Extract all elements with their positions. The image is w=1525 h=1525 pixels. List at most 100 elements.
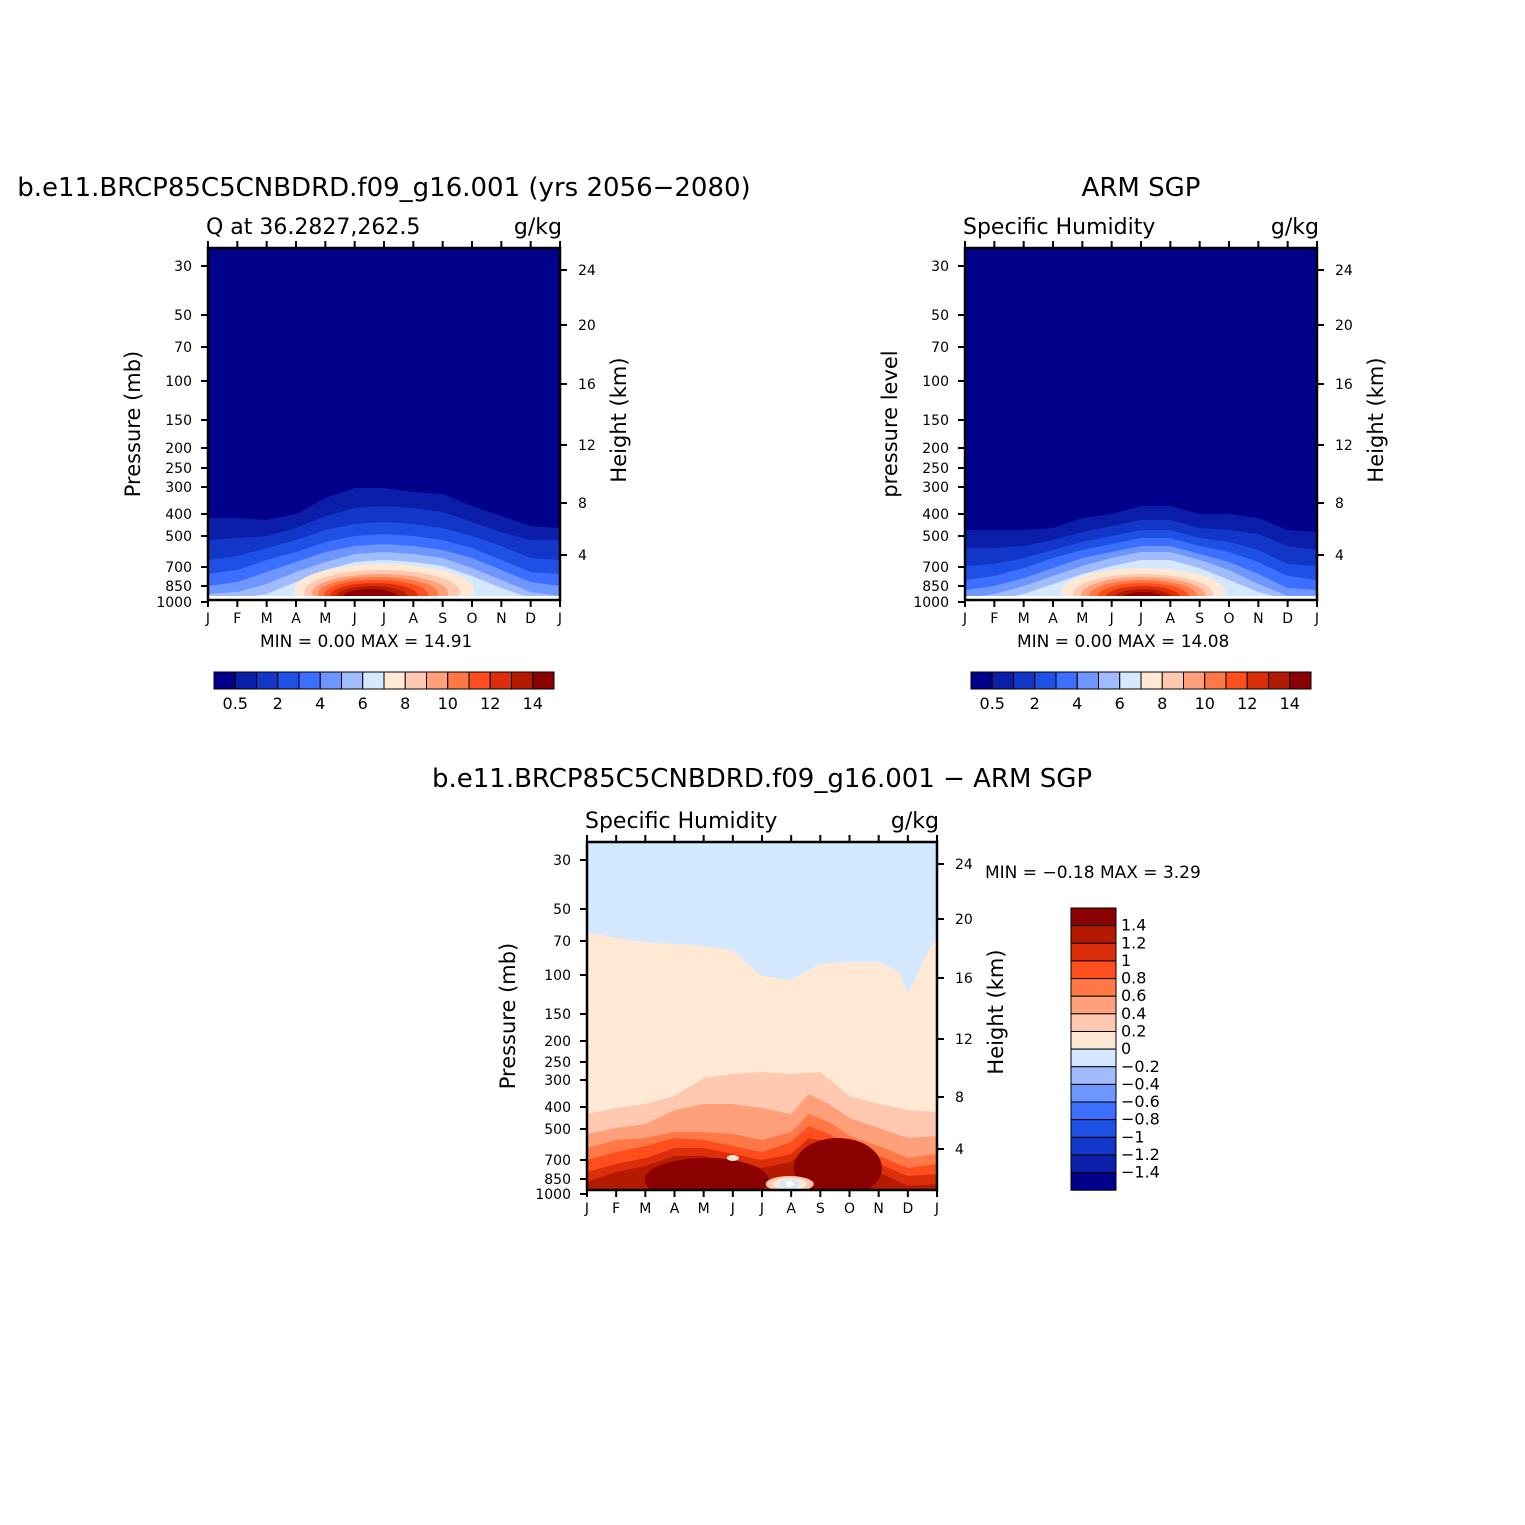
- surface-mask: [965, 596, 1317, 600]
- y-tick-label-6: 250: [544, 1055, 571, 1071]
- colorbar-swatch-1: [991, 671, 1014, 690]
- y2-tick-label-3: 12: [955, 1032, 973, 1048]
- panel-main-title: ARM SGP: [1082, 173, 1201, 203]
- y2-tick-label-5: 4: [578, 548, 587, 564]
- y2-axis-label: Height (km): [607, 357, 631, 482]
- contour-min-hole-d: [785, 1181, 794, 1187]
- x-tick-label-12: J: [557, 611, 562, 627]
- y-tick-label-7: 300: [544, 1073, 571, 1089]
- y-tick-label-0: 30: [931, 259, 949, 275]
- x-tick-label-10: N: [873, 1201, 883, 1217]
- colorbar-swatch-5: [1070, 995, 1117, 1015]
- x-tick-label-0: J: [205, 611, 210, 627]
- colorbar-swatch-2: [256, 671, 279, 690]
- colorbar-swatch-11: [1204, 671, 1227, 690]
- colorbar-label-2: 1: [1121, 951, 1131, 970]
- colorbar-swatch-11: [1070, 1101, 1117, 1121]
- y-tick-label-3: 100: [922, 374, 949, 390]
- y-tick-label-8: 400: [544, 1100, 571, 1116]
- x-tick-label-3: A: [291, 611, 301, 627]
- x-tick-label-9: O: [844, 1201, 855, 1217]
- colorbar-swatch-3: [1034, 671, 1057, 690]
- colorbar-swatch-9: [404, 671, 427, 690]
- colorbar-label-0: 1.4: [1121, 916, 1146, 935]
- y2-tick-label-1: 20: [1335, 318, 1353, 334]
- y-tick-label-4: 150: [922, 413, 949, 429]
- colorbar-swatch-13: [489, 671, 512, 690]
- x-tick-label-7: A: [1166, 611, 1176, 627]
- y-tick-label-12: 1000: [535, 1187, 571, 1203]
- colorbar-swatch-1: [234, 671, 257, 690]
- colorbar-swatch-12: [468, 671, 491, 690]
- y-tick-label-5: 200: [544, 1034, 571, 1050]
- colorbar-label-7: 0: [1121, 1039, 1131, 1058]
- x-tick-label-5: J: [1109, 611, 1114, 627]
- y-tick-label-5: 200: [922, 441, 949, 457]
- colorbar-label-0: 0.5: [980, 694, 1005, 713]
- colorbar-label-4: 0.6: [1121, 986, 1146, 1005]
- y2-tick-label-2: 16: [955, 971, 973, 987]
- colorbar-label-2: 4: [315, 694, 325, 713]
- x-tick-label-1: F: [233, 611, 241, 627]
- colorbar-swatch-8: [1070, 1048, 1117, 1068]
- y-axis-label: Pressure (mb): [496, 943, 520, 1090]
- colorbar-swatch-8: [383, 671, 406, 690]
- colorbar-swatch-10: [1183, 671, 1206, 690]
- colorbar-label-12: −1: [1121, 1127, 1145, 1146]
- panel-left-string: Specific Humidity: [585, 809, 777, 834]
- y2-tick-label-2: 16: [578, 377, 596, 393]
- colorbar-label-14: −1.4: [1121, 1163, 1160, 1182]
- colorbar-label-5: 10: [1195, 694, 1215, 713]
- panel-left-string: Specific Humidity: [963, 215, 1155, 240]
- colorbar-swatch-3: [1070, 960, 1117, 980]
- panel-left-string: Q at 36.2827,262.5: [206, 215, 420, 240]
- x-tick-label-8: S: [438, 611, 447, 627]
- colorbar-swatch-10: [1070, 1083, 1117, 1103]
- y-tick-label-2: 70: [174, 340, 192, 356]
- colorbar-swatch-11: [447, 671, 470, 690]
- colorbar-label-5: 10: [438, 694, 458, 713]
- x-tick-label-5: J: [730, 1201, 735, 1217]
- colorbar-label-0: 0.5: [223, 694, 248, 713]
- colorbar-swatch-7: [1119, 671, 1142, 690]
- colorbar-swatch-7: [1070, 1030, 1117, 1050]
- colorbar-swatch-9: [1070, 1066, 1117, 1085]
- y-tick-label-7: 300: [922, 480, 949, 496]
- y2-axis-label: Height (km): [1364, 357, 1388, 482]
- colorbar-swatch-4: [1055, 671, 1078, 690]
- x-tick-label-11: D: [1282, 611, 1293, 627]
- colorbar-swatch-9: [1161, 671, 1184, 690]
- colorbar-swatch-2: [1070, 942, 1117, 962]
- panel-units: g/kg: [514, 215, 562, 240]
- colorbar-swatch-12: [1070, 1119, 1117, 1138]
- colorbar: 0.5 2 4 6 8 10 12 14: [970, 671, 1312, 713]
- x-tick-label-2: M: [261, 611, 273, 627]
- contour-small-hole: [726, 1155, 739, 1161]
- panel-diff: J F M A M J J A S O N D J305070100150200250300400500…: [432, 764, 1201, 1217]
- colorbar: 0.5 2 4 6 8 10 12 14: [213, 671, 555, 713]
- colorbar-label-3: 0.8: [1121, 969, 1146, 988]
- contour-max-autumn: [793, 1138, 882, 1190]
- surface-mask: [208, 596, 560, 600]
- y-tick-label-3: 100: [544, 968, 571, 984]
- colorbar-swatch-3: [277, 671, 300, 690]
- colorbar-label-7: 14: [1280, 694, 1300, 713]
- colorbar-label-6: 12: [480, 694, 500, 713]
- y2-tick-label-5: 4: [955, 1142, 964, 1158]
- y-tick-label-6: 250: [922, 461, 949, 477]
- y-tick-label-11: 850: [922, 579, 949, 595]
- contour-max-spring: [644, 1158, 769, 1190]
- x-tick-label-9: O: [1223, 611, 1234, 627]
- y-tick-label-2: 70: [931, 340, 949, 356]
- colorbar-label-4: 8: [400, 694, 410, 713]
- y-tick-label-3: 100: [165, 374, 192, 390]
- colorbar-swatch-1: [1070, 925, 1117, 944]
- panel-main-title: b.e11.BRCP85C5CNBDRD.f09_g16.001 (yrs 20…: [17, 173, 750, 203]
- y-tick-label-8: 400: [922, 507, 949, 523]
- colorbar-label-5: 0.4: [1121, 1004, 1146, 1023]
- colorbar-swatch-5: [1076, 671, 1099, 690]
- colorbar: 1.41.210.80.60.40.20−0.2−0.4−0.6−0.8−1−1…: [1070, 907, 1160, 1191]
- y-tick-label-1: 50: [174, 308, 192, 324]
- colorbar-swatch-6: [1070, 1013, 1117, 1032]
- x-tick-label-7: A: [786, 1201, 796, 1217]
